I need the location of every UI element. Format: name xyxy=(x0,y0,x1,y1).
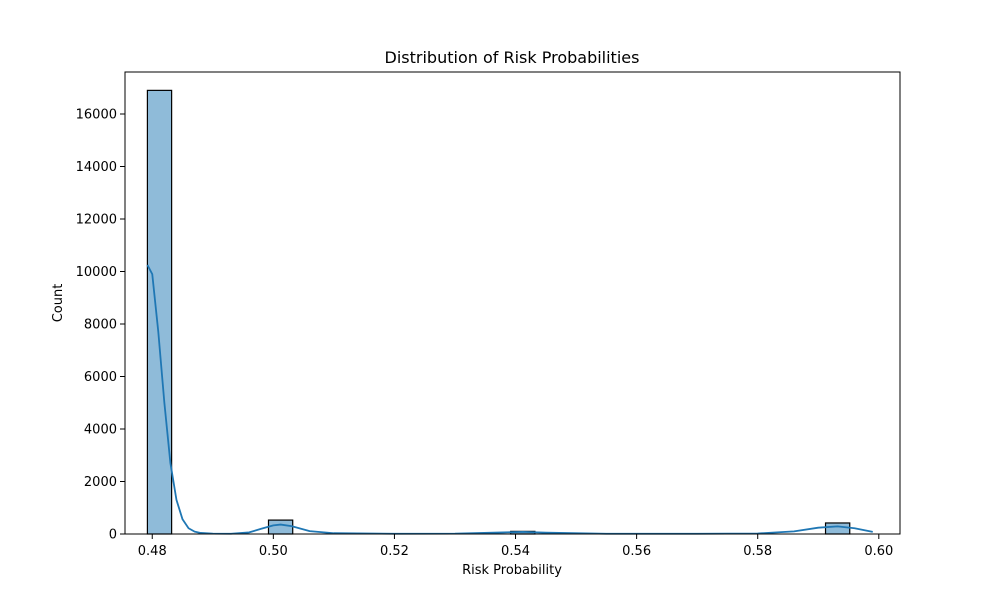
y-tick-label-8: 16000 xyxy=(76,108,117,123)
x-axis: 0.48 0.50 0.52 0.54 0.56 0.58 0.60 xyxy=(138,534,893,559)
x-tick-label-4: 0.56 xyxy=(622,544,651,559)
y-tick-label-5: 10000 xyxy=(76,265,117,280)
y-tick-label-2: 4000 xyxy=(84,423,117,438)
y-tick-label-3: 6000 xyxy=(84,370,117,385)
histogram-bar-0 xyxy=(146,89,173,535)
histogram-bar-1 xyxy=(267,519,294,535)
plot-frame xyxy=(124,71,901,535)
kde-curve xyxy=(146,264,873,535)
y-tick-label-0: 0 xyxy=(109,528,117,543)
y-tick-label-4: 8000 xyxy=(84,318,117,333)
x-tick-label-6: 0.60 xyxy=(864,544,893,559)
x-tick-label-5: 0.58 xyxy=(743,544,772,559)
chart-title: Distribution of Risk Probabilities xyxy=(385,48,640,67)
y-tick-label-1: 2000 xyxy=(84,475,117,490)
y-tick-label-6: 12000 xyxy=(76,213,117,228)
x-tick-label-2: 0.52 xyxy=(380,544,409,559)
y-axis-label: Count xyxy=(51,284,66,323)
x-tick-label-0: 0.48 xyxy=(138,544,167,559)
x-axis-label: Risk Probability xyxy=(462,563,562,578)
x-tick-label-1: 0.50 xyxy=(259,544,288,559)
y-tick-label-7: 14000 xyxy=(76,160,117,175)
y-axis: 0 2000 4000 6000 8000 10000 12000 14000 16000 xyxy=(76,108,125,543)
x-tick-label-3: 0.54 xyxy=(501,544,530,559)
histogram-bar-3 xyxy=(824,522,851,535)
bars-group xyxy=(146,89,851,535)
